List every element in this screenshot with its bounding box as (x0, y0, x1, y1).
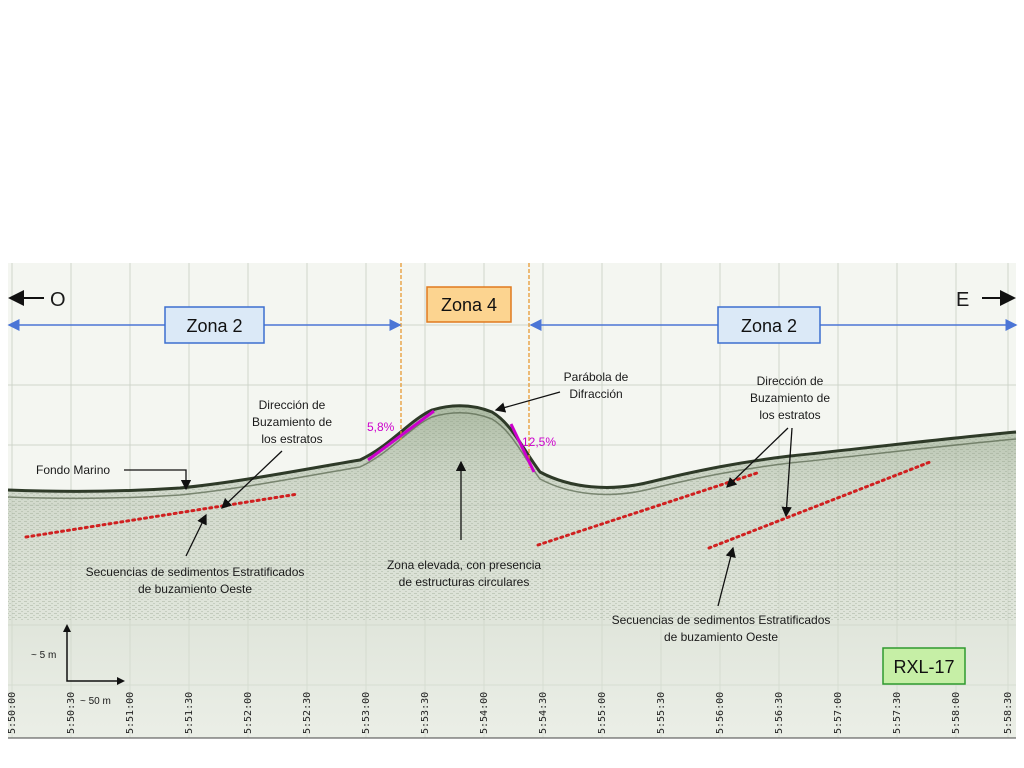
west-label: O (50, 289, 66, 311)
strata-markers (24, 460, 932, 550)
zone2-right-box: Zona 2 (717, 306, 821, 344)
time-tick: 5:51:00 (125, 692, 136, 734)
time-axis: 5:50:00 5:50:30 5:51:00 5:51:30 5:52:00 … (7, 692, 1016, 739)
dip-left-label-2: Buzamiento de (252, 415, 332, 429)
time-tick: 5:51:30 (184, 692, 195, 734)
dip-right-label-2: Buzamiento de (750, 391, 830, 405)
time-tick: 5:56:30 (774, 692, 785, 734)
slope-line-right (509, 423, 536, 473)
time-tick: 5:54:30 (538, 692, 549, 734)
time-tick: 5:57:00 (833, 692, 844, 734)
slope-left-label: 5,8% (367, 420, 395, 434)
time-tick: 5:50:00 (7, 692, 18, 734)
elevated-label-2: de estructuras circulares (399, 575, 530, 589)
profile-id-label: RXL-17 (893, 657, 954, 677)
seq-left-label-1: Secuencias de sedimentos Estratificados (86, 565, 305, 579)
seq-left-annotation: Secuencias de sedimentos Estratificados … (86, 513, 305, 596)
seafloor-label: Fondo Marino (36, 463, 110, 477)
strata-line-right-2 (707, 460, 932, 550)
scale-bar: ~ 5 m ~ 50 m (31, 624, 125, 707)
time-tick: 5:57:30 (892, 692, 903, 734)
elevated-annotation: Zona elevada, con presencia de estructur… (387, 460, 541, 589)
time-tick: 5:54:00 (479, 692, 490, 734)
sediment-texture (8, 405, 1016, 620)
seafloor-annotation: Fondo Marino (36, 463, 192, 491)
time-tick: 5:55:30 (656, 692, 667, 734)
parabola-annotation: Parábola de Difracción (494, 370, 629, 413)
zone2-left-label: Zona 2 (186, 316, 242, 336)
dip-right-label-1: Dirección de (757, 374, 824, 388)
time-tick: 5:56:00 (715, 692, 726, 734)
slope-right-label: 12,5% (522, 435, 556, 449)
zone2-right-label: Zona 2 (741, 316, 797, 336)
east-label: E (956, 289, 969, 311)
seq-right-label-2: de buzamiento Oeste (664, 630, 778, 644)
time-tick: 5:55:00 (597, 692, 608, 734)
seq-right-label-1: Secuencias de sedimentos Estratificados (612, 613, 831, 627)
scale-horizontal-label: ~ 50 m (80, 696, 111, 707)
dip-right-label-3: los estratos (759, 408, 820, 422)
strata-line-left (24, 492, 300, 539)
scale-vertical-label: ~ 5 m (31, 650, 56, 661)
profile-id-badge: RXL-17 (882, 647, 966, 685)
dip-left-annotation: Dirección de Buzamiento de los estratos (221, 398, 332, 509)
parabola-label-2: Difracción (569, 387, 622, 401)
time-tick: 5:52:30 (302, 692, 313, 734)
zone4-label: Zona 4 (441, 295, 497, 315)
time-tick: 5:52:00 (243, 692, 254, 734)
time-tick: 5:58:30 (1003, 692, 1014, 734)
seq-right-annotation: Secuencias de sedimentos Estratificados … (612, 546, 831, 644)
zone4-box: Zona 4 (426, 286, 512, 323)
dip-left-label-1: Dirección de (259, 398, 326, 412)
seq-left-label-2: de buzamiento Oeste (138, 582, 252, 596)
elevated-label-1: Zona elevada, con presencia (387, 558, 541, 572)
strata-line-right-1 (536, 470, 762, 547)
time-tick: 5:58:00 (951, 692, 962, 734)
time-tick: 5:53:00 (361, 692, 372, 734)
slope-line-left (367, 409, 435, 462)
dip-left-label-3: los estratos (261, 432, 322, 446)
zone2-left-box: Zona 2 (164, 306, 265, 344)
time-tick: 5:53:30 (420, 692, 431, 734)
parabola-label-1: Parábola de (564, 370, 629, 384)
dip-right-annotation: Dirección de Buzamiento de los estratos (726, 374, 830, 518)
time-tick: 5:50:30 (66, 692, 77, 734)
